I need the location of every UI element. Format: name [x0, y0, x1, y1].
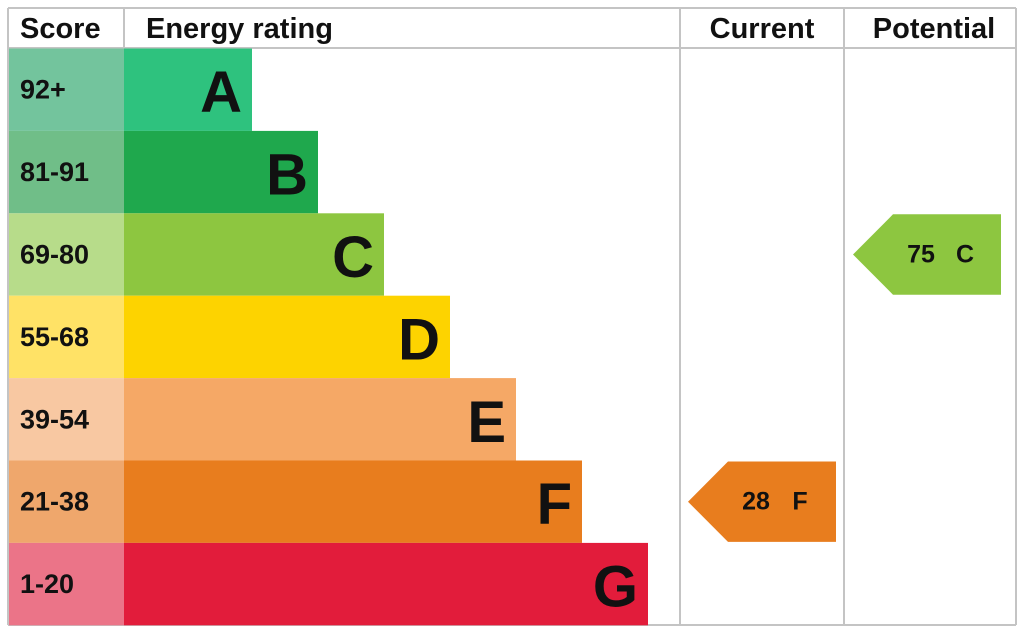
- header-score: Score: [20, 13, 101, 45]
- band-letter: F: [537, 472, 572, 537]
- current-value: 28: [742, 488, 770, 516]
- score-range: 81-91: [20, 157, 89, 187]
- score-cell: [9, 295, 124, 379]
- band-letter: D: [398, 307, 440, 372]
- score-cell: [9, 542, 124, 626]
- band-letter: B: [266, 143, 308, 208]
- score-cell: [9, 213, 124, 296]
- band-bar: [124, 378, 516, 461]
- band-letter: E: [467, 390, 506, 455]
- score-range: 69-80: [20, 240, 89, 270]
- band-bar: [124, 48, 252, 131]
- score-cell: [9, 48, 124, 131]
- header-current: Current: [710, 13, 815, 45]
- band-bar: [124, 213, 384, 296]
- potential-value: 75: [907, 241, 935, 269]
- score-cell: [9, 378, 124, 461]
- band-bar: [124, 130, 318, 214]
- current-arrow: [688, 461, 836, 542]
- potential-arrow: [853, 214, 1001, 295]
- score-range: 21-38: [20, 487, 89, 517]
- band-bar: [124, 295, 450, 379]
- score-range: 92+: [20, 75, 66, 105]
- potential-letter: C: [956, 241, 974, 269]
- score-cell: [9, 460, 124, 543]
- score-range: 1-20: [20, 569, 74, 599]
- header-rating: Energy rating: [146, 13, 333, 45]
- band-bar: [124, 460, 582, 543]
- band-bar: [124, 542, 648, 626]
- header-potential: Potential: [873, 13, 995, 45]
- band-letter: C: [332, 225, 374, 290]
- score-range: 39-54: [20, 404, 89, 434]
- current-letter: F: [792, 488, 807, 516]
- band-letter: A: [200, 60, 242, 125]
- score-range: 55-68: [20, 322, 89, 352]
- band-letter: G: [593, 555, 638, 620]
- score-cell: [9, 130, 124, 214]
